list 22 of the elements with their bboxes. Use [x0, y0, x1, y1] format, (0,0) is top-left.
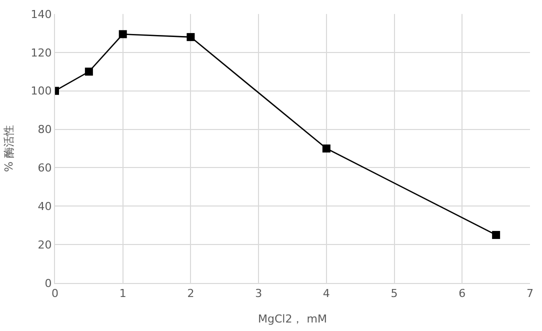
x-tick-label: 1 [119, 287, 126, 300]
y-tick-label: 120 [30, 46, 52, 60]
point [118, 30, 127, 38]
x-axis-title: MgCl2， mM [258, 312, 327, 326]
y-tick-label: 20 [38, 238, 52, 252]
x-tick-label: 5 [390, 287, 398, 300]
y-tick-label: 60 [38, 162, 52, 175]
x-tick-label: 6 [458, 287, 466, 300]
y-tick-label: 140 [30, 8, 52, 21]
x-tick-label: 7 [526, 287, 534, 300]
x-tick-label: 2 [187, 287, 194, 300]
point [322, 144, 330, 152]
point [186, 33, 195, 42]
x-tick-label: 3 [255, 287, 262, 300]
y-axis-title: % 酶活性 [2, 125, 16, 172]
y-tick-label: 0 [44, 276, 52, 290]
point [492, 230, 500, 239]
y-tick-label: 40 [38, 200, 52, 213]
y-tick-label: 80 [38, 123, 52, 136]
y-tick-label: 100 [30, 84, 52, 98]
x-tick-label: 4 [322, 287, 330, 300]
point [84, 68, 93, 76]
